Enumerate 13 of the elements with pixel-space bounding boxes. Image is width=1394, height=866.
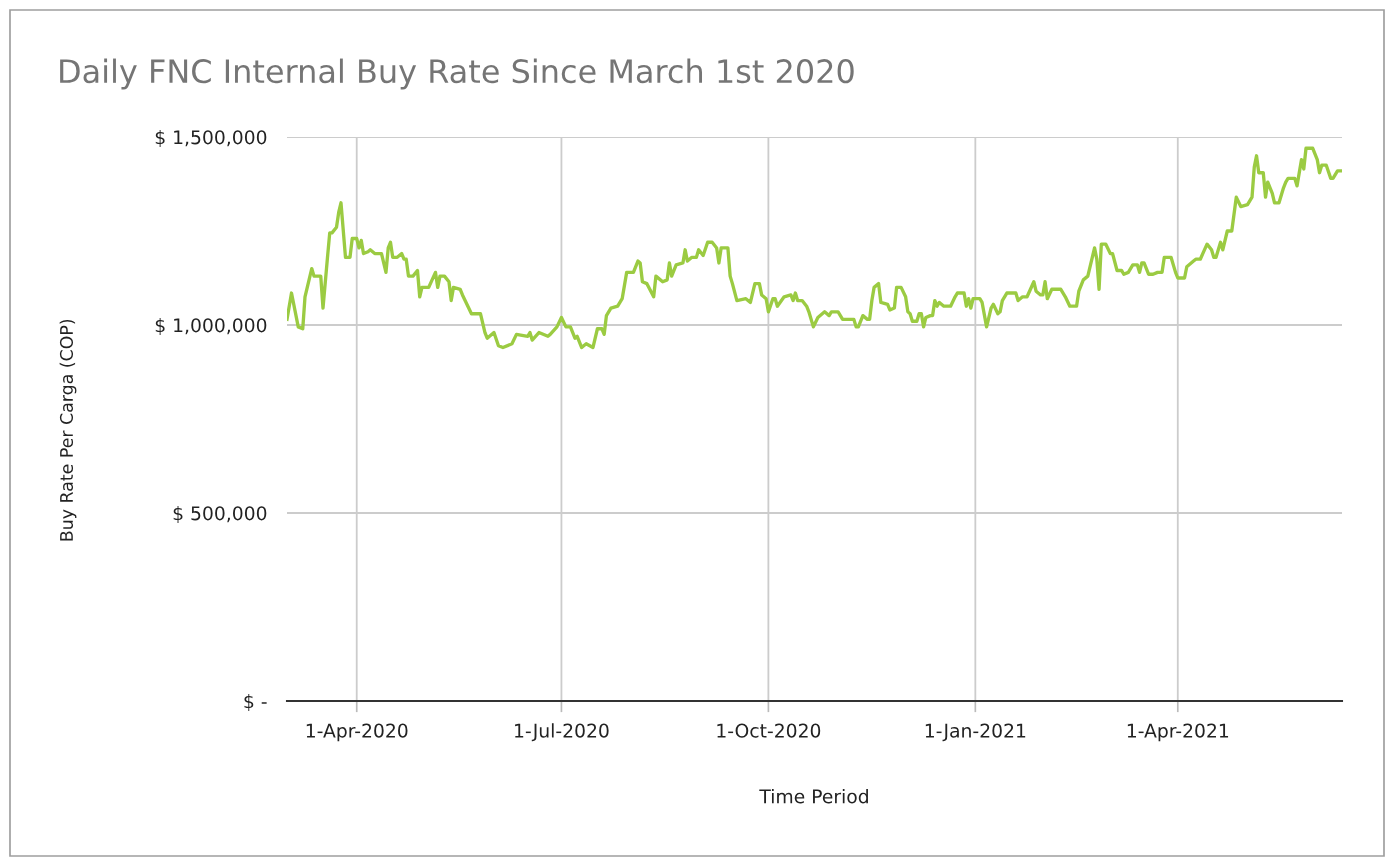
chart-title: Daily FNC Internal Buy Rate Since March 1st 2020	[60, 58, 854, 90]
line-series	[287, 146, 1342, 350]
x-tick-label: 1-Jan-2021	[925, 723, 1026, 742]
x-axis-title: Time Period	[759, 788, 868, 804]
x-tick-label: 1-Apr-2020	[306, 723, 408, 742]
x-tick-label: 1-Jul-2020	[515, 723, 609, 742]
x-tick-label: 1-Apr-2021	[1127, 723, 1229, 742]
y-axis-title: Buy Rate Per Carga (COP)	[59, 319, 77, 541]
x-tick-label: 1-Oct-2020	[717, 723, 821, 738]
y-tick-label: $ 1,500,000	[155, 129, 267, 147]
y-tick-label: $ -	[244, 693, 267, 711]
y-tick-label: $ 500,000	[173, 505, 267, 523]
y-tick-label: $ 1,000,000	[155, 317, 267, 335]
